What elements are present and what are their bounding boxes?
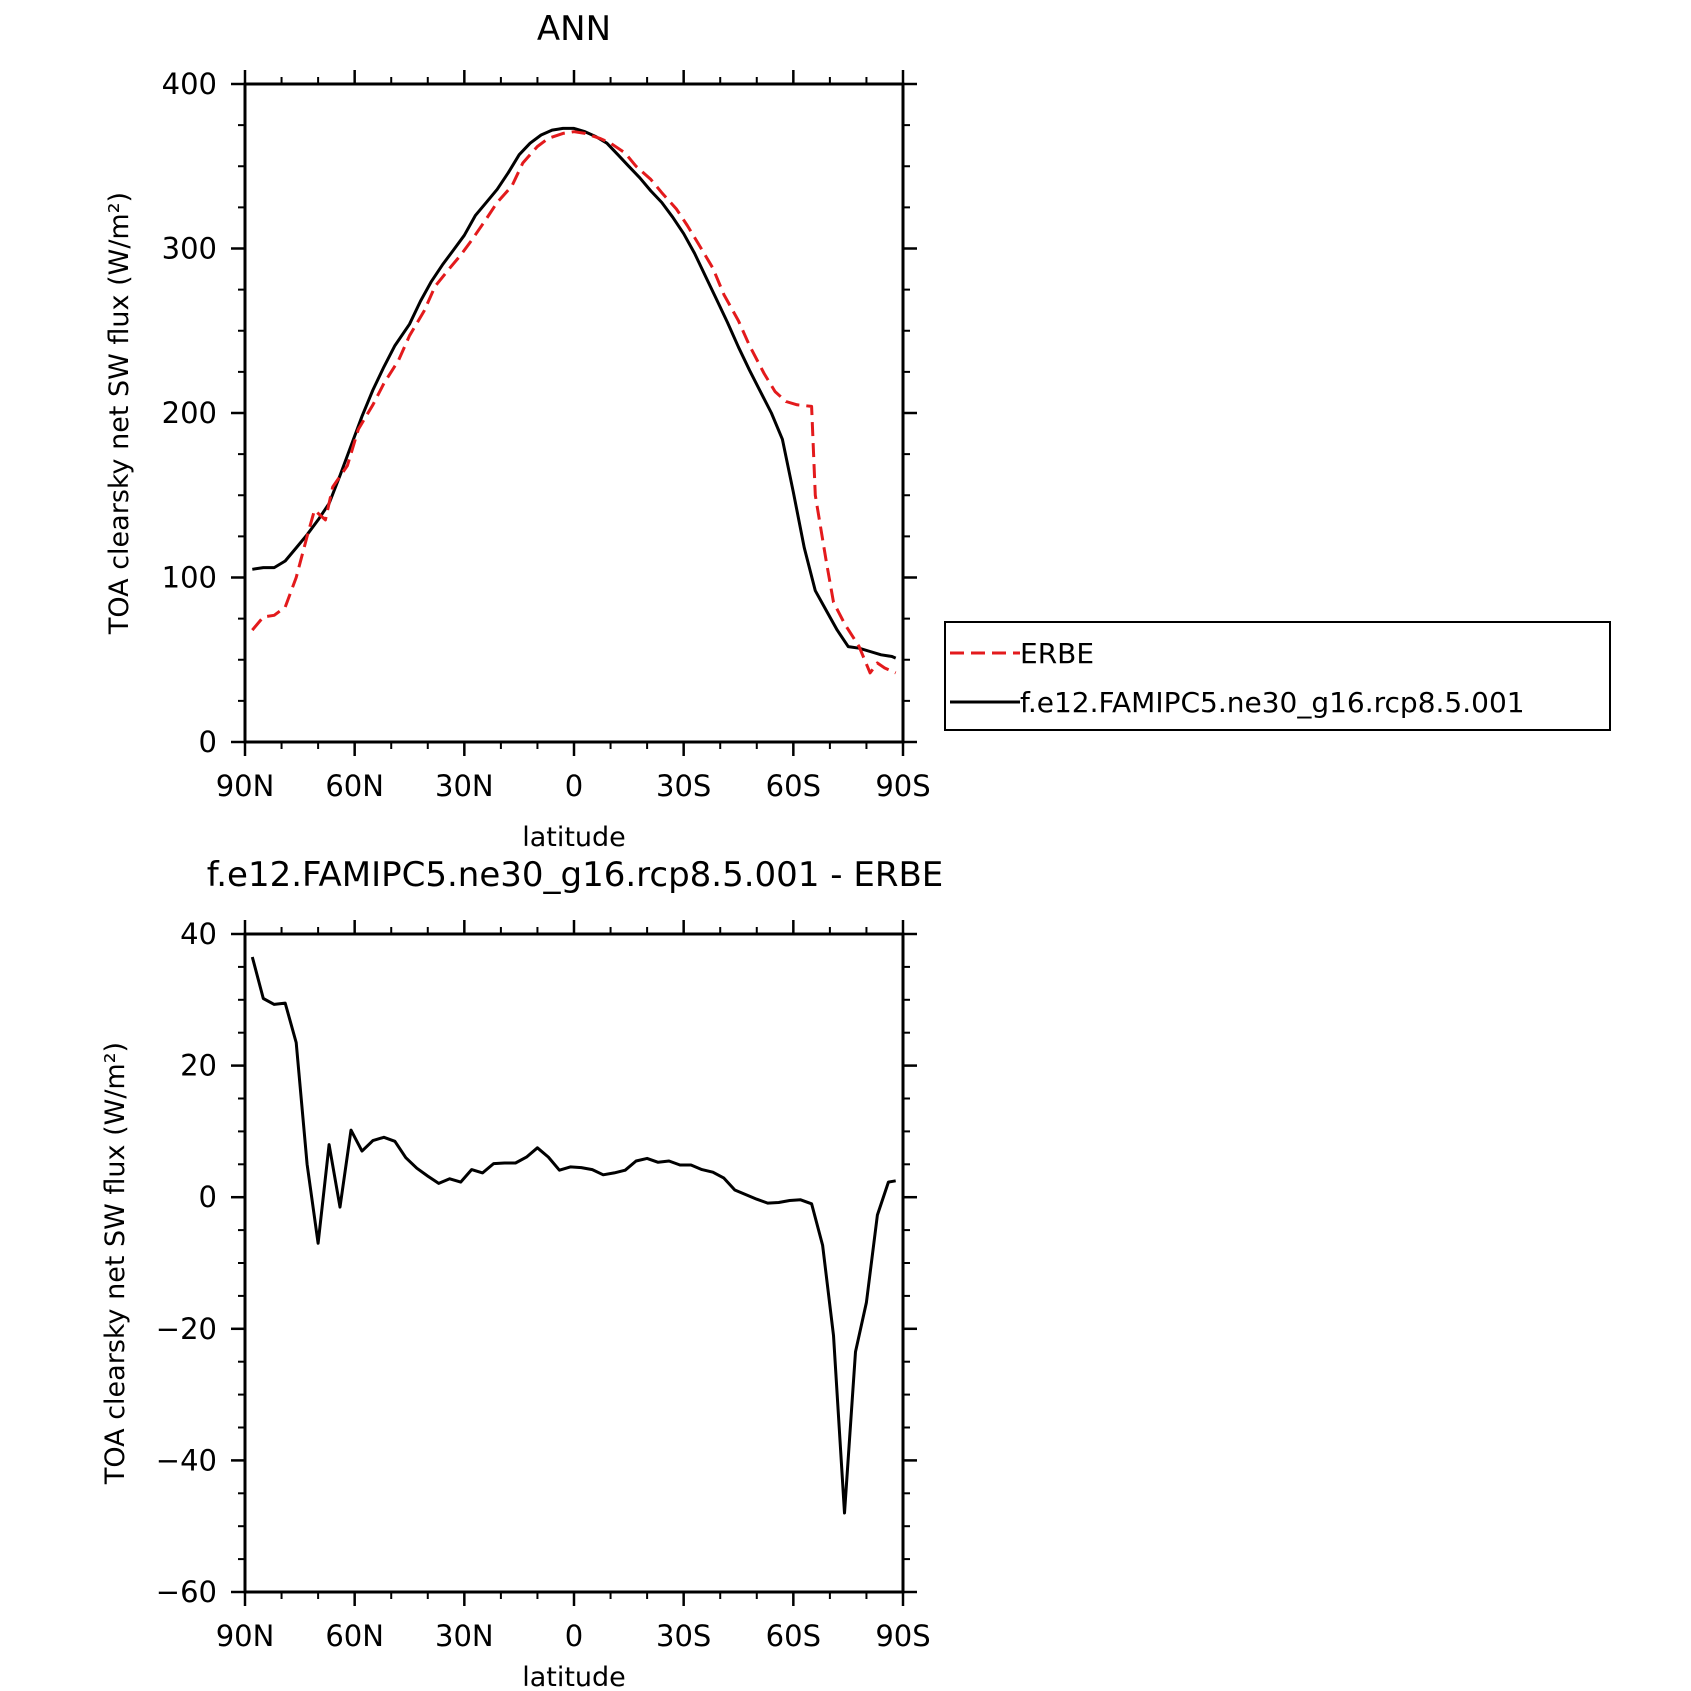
bottom-plot-frame — [243, 932, 905, 1594]
legend-box — [944, 621, 1611, 731]
bottom-chart-title: f.e12.FAMIPC5.ne30_g16.rcp8.5.001 - ERBE — [207, 855, 944, 895]
top-x-axis-title: latitude — [522, 822, 626, 853]
bottom-x-axis-title: latitude — [522, 1662, 626, 1691]
legend-label-model: f.e12.FAMIPC5.ne30_g16.rcp8.5.001 — [1020, 686, 1525, 719]
bottom-x-tick-label: 30S — [656, 1619, 711, 1653]
top-y-axis-title: TOA clearsky net SW flux (W/m²) — [104, 192, 135, 635]
bottom-chart-panel: f.e12.FAMIPC5.ne30_g16.rcp8.5.001 - ERBE… — [100, 855, 943, 1691]
top-series-line-erbe — [251, 130, 897, 675]
top-x-tick-label: 60S — [766, 769, 821, 803]
top-plot-frame — [243, 82, 905, 744]
bottom-y-tick-label: −20 — [156, 1312, 217, 1346]
legend: ERBE f.e12.FAMIPC5.ne30_g16.rcp8.5.001 — [944, 621, 1611, 731]
top-y-tick-label: 300 — [162, 232, 217, 266]
top-y-tick-label: 100 — [162, 561, 217, 595]
top-x-tick-label: 30N — [435, 769, 494, 803]
bottom-y-tick-label: 40 — [180, 917, 217, 951]
top-x-tick-label: 90S — [875, 769, 930, 803]
top-x-tick-label: 90N — [216, 769, 275, 803]
bottom-x-tick-label: 60N — [325, 1619, 384, 1653]
bottom-x-tick-label: 0 — [565, 1619, 583, 1653]
top-chart-panel: ANN 90N 60N 30N 0 30S 60S 90S 0 100 200 300 400 la… — [104, 9, 931, 853]
bottom-x-tick-label: 60S — [766, 1619, 821, 1653]
top-y-tick-label: 400 — [162, 67, 217, 101]
legend-label-erbe: ERBE — [1020, 637, 1094, 670]
top-y-tick-label: 200 — [162, 396, 217, 430]
top-x-tick-label: 30S — [656, 769, 711, 803]
bottom-y-tick-label: 0 — [199, 1180, 217, 1214]
bottom-x-tick-label: 30N — [435, 1619, 494, 1653]
top-x-tick-label: 60N — [325, 769, 384, 803]
bottom-y-tick-label: 20 — [180, 1049, 217, 1083]
top-x-tick-label: 0 — [565, 769, 583, 803]
top-series-line-model — [252, 126, 897, 660]
top-y-tick-label: 0 — [199, 725, 217, 759]
bottom-x-tick-label: 90S — [875, 1619, 930, 1653]
top-chart-title: ANN — [537, 9, 611, 49]
bottom-series-line-model — [250, 956, 896, 1515]
bottom-y-axis-title: TOA clearsky net SW flux (W/m²) — [100, 1042, 131, 1485]
bottom-y-tick-label: −60 — [156, 1575, 217, 1609]
bottom-y-tick-label: −40 — [156, 1443, 217, 1477]
bottom-x-tick-label: 90N — [216, 1619, 275, 1653]
